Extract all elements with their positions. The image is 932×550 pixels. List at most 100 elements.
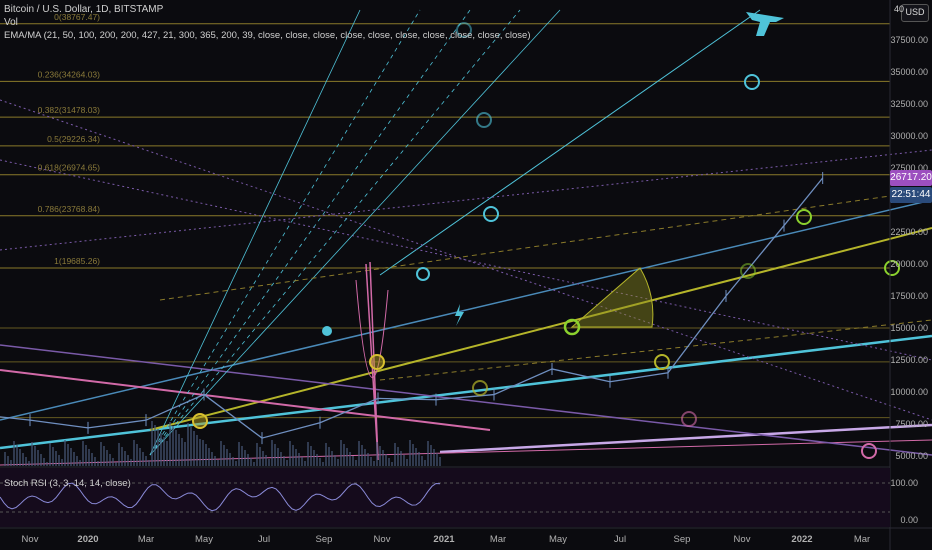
volume-bar <box>226 449 228 466</box>
volume-bar <box>139 448 141 466</box>
volume-bar <box>97 461 99 466</box>
volume-bar <box>283 456 285 466</box>
volume-bar <box>4 452 6 466</box>
volume-bar <box>397 447 399 466</box>
fib-level-label: 0.618(26974.65) <box>38 163 101 173</box>
volume-bar <box>382 450 384 466</box>
vol-label[interactable]: Vol <box>4 17 18 28</box>
volume-bar <box>292 445 294 466</box>
volume-bar <box>175 430 177 466</box>
volume-bar <box>370 457 372 466</box>
volume-bar <box>238 442 240 466</box>
time-axis-label: Sep <box>316 534 333 545</box>
price-axis-tick: 7500.00 <box>895 419 928 429</box>
volume-bar <box>298 453 300 466</box>
volume-bar <box>301 457 303 466</box>
volume-bar <box>235 461 237 466</box>
stoch-axis-tick: 0.00 <box>900 515 918 525</box>
volume-bar <box>289 441 291 466</box>
volume-bar <box>10 460 12 466</box>
current-price-tag: 26717.20 <box>890 170 932 187</box>
volume-bar <box>274 444 276 466</box>
ema-label[interactable]: EMA/MA (21, 50, 100, 200, 200, 427, 21, … <box>4 30 531 41</box>
volume-bar <box>79 460 81 466</box>
volume-bar <box>37 450 39 466</box>
volume-bar <box>367 453 369 466</box>
time-axis-label: Mar <box>490 534 506 545</box>
time-axis-label: Nov <box>734 534 751 545</box>
volume-bar <box>109 454 111 466</box>
volume-bar <box>214 456 216 466</box>
volume-bar <box>373 461 375 466</box>
volume-bar <box>433 449 435 466</box>
lightning-icon <box>455 304 464 326</box>
apple-icon <box>322 326 332 336</box>
time-axis-label: Jul <box>258 534 270 545</box>
volume-bar <box>40 454 42 466</box>
volume-bar <box>100 442 102 466</box>
volume-bar <box>181 438 183 466</box>
volume-bar <box>127 455 129 466</box>
volume-bar <box>220 441 222 466</box>
stoch-axis: 100.00 0.00 <box>890 478 918 525</box>
volume-bar <box>19 449 21 466</box>
volume-bar <box>409 440 411 466</box>
price-axis-tick: 32500.00 <box>890 99 928 109</box>
stoch-label[interactable]: Stoch RSI (3, 3, 14, 14, close) <box>4 478 131 489</box>
volume-bar <box>142 452 144 466</box>
volume-bar <box>124 451 126 466</box>
price-line <box>0 177 824 439</box>
volume-bar <box>196 435 198 466</box>
volume-bar <box>136 444 138 466</box>
price-series <box>0 172 824 466</box>
volume-bar <box>316 454 318 466</box>
volume-bar <box>172 426 174 466</box>
volume-bar <box>328 447 330 466</box>
volume-bar <box>85 445 87 466</box>
volume-bar <box>340 440 342 466</box>
volume-bar <box>256 443 258 466</box>
volume-bar <box>325 443 327 466</box>
volume-bar <box>385 454 387 466</box>
volume-bar <box>73 452 75 466</box>
volume-bar <box>160 433 162 466</box>
volume-bar <box>307 442 309 466</box>
fib-level-label: 0.5(29226.34) <box>47 134 100 144</box>
volume-bar <box>253 462 255 466</box>
volume-bar <box>94 457 96 466</box>
volume-bar <box>286 460 288 466</box>
fib-level-label: 0(38767.47) <box>54 12 100 22</box>
trend-lines <box>0 9 932 466</box>
volume-bar <box>388 458 390 466</box>
volume-bar <box>115 462 117 466</box>
stoch-rsi-line <box>0 482 441 512</box>
volume-bar <box>205 444 207 466</box>
time-axis-label: Nov <box>374 534 391 545</box>
volume-bar <box>103 446 105 466</box>
volume-bar <box>211 452 213 466</box>
volume-bar <box>169 422 171 466</box>
volume-bar <box>319 458 321 466</box>
volume-bar <box>331 451 333 466</box>
volume-bar <box>232 457 234 466</box>
volume-bar <box>343 444 345 466</box>
price-axis-tick: 15000.00 <box>890 323 928 333</box>
volume-bar <box>430 445 432 466</box>
volume-bar <box>43 458 45 466</box>
volume-bar <box>427 441 429 466</box>
fib-level-label: 0.382(31478.03) <box>38 105 101 115</box>
volume-bar <box>436 453 438 466</box>
volume-bar <box>154 425 156 466</box>
volume-bar <box>394 443 396 466</box>
volume-bar <box>70 448 72 466</box>
volume-bar <box>280 452 282 466</box>
volume-bar <box>133 440 135 466</box>
volume-bar <box>268 459 270 466</box>
time-axis-label: 2020 <box>77 534 98 545</box>
volume-bar <box>418 452 420 466</box>
volume-bar <box>376 442 378 466</box>
volume-bar <box>187 423 189 466</box>
currency-button[interactable]: USD <box>901 4 929 22</box>
volume-bar <box>178 434 180 466</box>
